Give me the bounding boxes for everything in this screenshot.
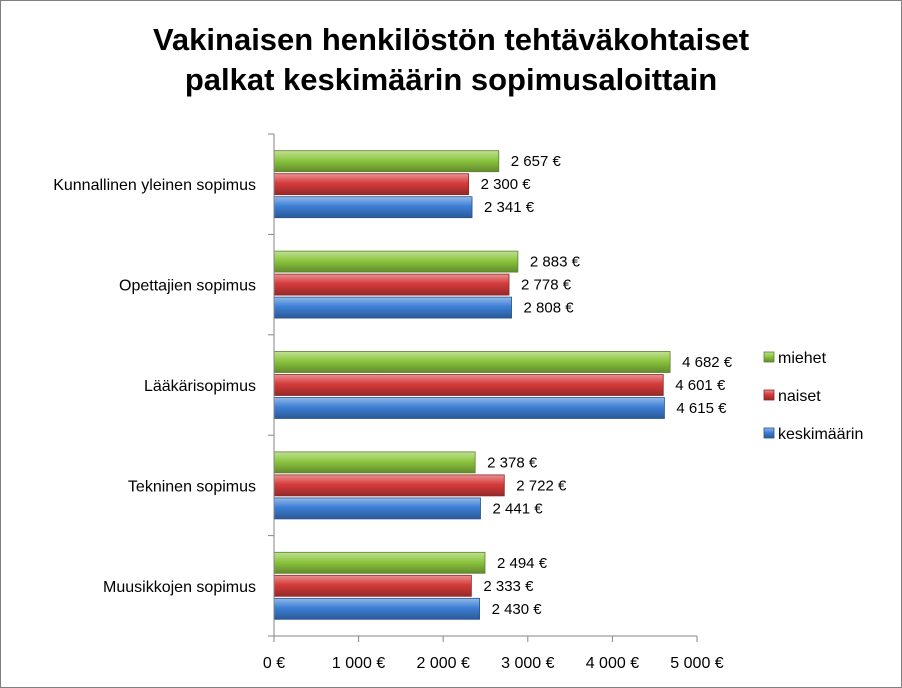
x-tick-label-3: 3 000 € (501, 655, 554, 672)
x-tick-label-0: 0 € (263, 655, 285, 672)
data-label-miehet-4: 2 494 € (497, 555, 548, 572)
bar-miehet-2 (273, 351, 671, 373)
bar-miehet-4 (273, 551, 486, 574)
data-label-miehet-1: 2 883 € (530, 254, 581, 271)
bar-keskimäärin-2 (273, 397, 665, 419)
category-label-4: Muusikkojen sopimus (103, 579, 256, 596)
x-tick-label-4: 4 000 € (586, 655, 639, 672)
data-label-miehet-3: 2 378 € (487, 454, 538, 471)
chart-title-line-1: Vakinaisen henkilöstön tehtäväkohtaiset (152, 22, 750, 57)
legend-swatch-miehet (763, 351, 775, 363)
data-label-naiset-4: 2 333 € (483, 578, 534, 595)
data-label-miehet-0: 2 657 € (511, 153, 562, 170)
data-label-keskimäärin-0: 2 341 € (484, 199, 535, 216)
bars-group (273, 150, 671, 620)
data-label-keskimäärin-1: 2 808 € (524, 300, 575, 317)
data-label-keskimäärin-3: 2 441 € (493, 500, 544, 517)
data-label-keskimäärin-4: 2 430 € (492, 601, 543, 618)
bar-keskimäärin-3 (273, 497, 481, 520)
legend-label-miehet: miehet (778, 350, 827, 367)
bar-keskimäärin-4 (273, 597, 480, 620)
axes-group (268, 133, 698, 642)
x-tick-label-2: 2 000 € (417, 655, 470, 672)
category-label-2: Lääkärisopimus (144, 378, 256, 395)
legend-label-naiset: naiset (778, 388, 821, 405)
data-label-naiset-2: 4 601 € (675, 377, 726, 394)
bar-miehet-1 (273, 250, 519, 273)
bar-naiset-2 (273, 374, 664, 396)
data-label-naiset-3: 2 722 € (516, 477, 567, 494)
data-label-naiset-0: 2 300 € (481, 176, 532, 193)
chart-title: Vakinaisen henkilöstön tehtäväkohtaiset … (0, 20, 902, 100)
bar-naiset-3 (273, 474, 505, 497)
legend: miehet naiset keskimäärin (763, 350, 863, 443)
bar-naiset-4 (273, 574, 472, 597)
bar-keskimäärin-1 (273, 296, 512, 319)
data-label-keskimäärin-2: 4 615 € (676, 400, 727, 417)
data-label-naiset-1: 2 778 € (521, 277, 572, 294)
category-label-3: Tekninen sopimus (128, 478, 256, 495)
category-label-1: Opettajien sopimus (119, 278, 256, 295)
legend-swatch-keskimäärin (763, 427, 775, 439)
data-label-miehet-2: 4 682 € (682, 354, 733, 371)
category-label-0: Kunnallinen yleinen sopimus (53, 177, 256, 194)
x-tick-label-1: 1 000 € (332, 655, 385, 672)
bar-naiset-0 (273, 173, 469, 196)
bar-keskimäärin-0 (273, 196, 473, 219)
labels-group: 2 657 € 2 300 € 2 341 € Kunnallinen yleinen… (53, 153, 733, 672)
chart-title-line-2: palkat keskimäärin sopimusaloittain (184, 62, 718, 97)
legend-label-keskimäärin: keskimäärin (778, 426, 863, 443)
bar-naiset-1 (273, 273, 510, 296)
bar-miehet-3 (273, 451, 476, 474)
bar-miehet-0 (273, 150, 500, 173)
legend-swatch-naiset (763, 389, 775, 401)
x-tick-label-5: 5 000 € (670, 655, 723, 672)
